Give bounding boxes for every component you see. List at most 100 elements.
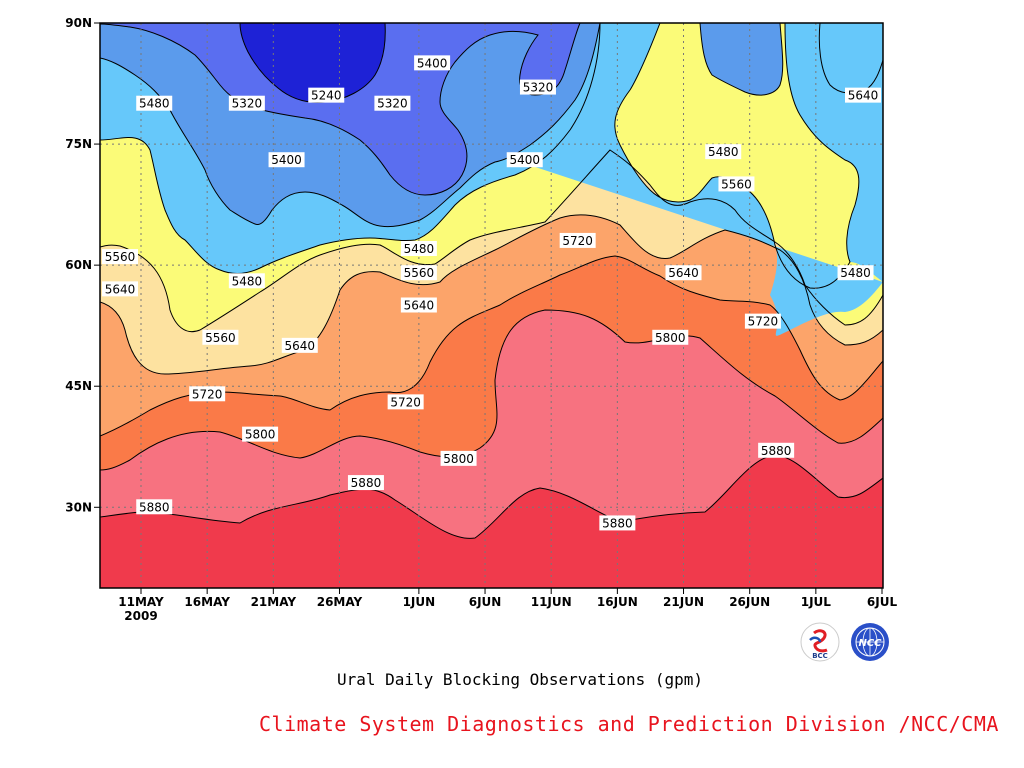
contour-label: 5480 (705, 144, 742, 160)
x-year-label: 2009 (124, 609, 157, 623)
contour-label-text: 5880 (351, 476, 382, 490)
contour-label: 5800 (242, 426, 279, 442)
x-tick-label: 1JUL (801, 595, 832, 609)
contour-label-bg (347, 475, 384, 491)
contour-label-text: 5880 (761, 444, 792, 458)
contour-label-text: 5480 (232, 274, 263, 288)
contour-label-bg (519, 79, 556, 95)
contour-label: 5480 (400, 241, 437, 256)
contour-label-bg (242, 426, 279, 442)
band-lt5240 (240, 23, 386, 103)
contour-label: 5800 (652, 329, 689, 345)
contour-label-text: 5880 (602, 516, 633, 530)
contour-label-bg (102, 281, 138, 297)
contour-label: 5560 (102, 249, 138, 264)
contour-label: 5640 (102, 281, 138, 297)
x-tick-label: 11JUN (531, 595, 572, 609)
contour-label-bg (705, 144, 742, 160)
contour-label: 5720 (559, 232, 596, 248)
contour-label-bg (136, 499, 173, 515)
contour-label-text: 5480 (840, 266, 871, 280)
contour-label-bg (845, 87, 881, 103)
contour-label-bg (837, 265, 874, 281)
contour-label-text: 5240 (311, 89, 342, 103)
contour-label-text: 5560 (205, 331, 236, 345)
contour-label: 5880 (136, 499, 173, 515)
contour-label: 5400 (414, 55, 451, 71)
y-tick-label: 60N (65, 258, 92, 272)
contour-label-bg (400, 241, 437, 256)
contour-label-text: 5720 (192, 387, 223, 401)
contour-lines (100, 23, 883, 539)
contour-label-bg (228, 273, 265, 289)
contour-label: 5320 (374, 95, 411, 111)
contour-label-text: 5560 (404, 266, 435, 280)
x-tick-label: 21JUN (663, 595, 704, 609)
contour-label-bg (387, 394, 424, 410)
contour-label-text: 5640 (105, 282, 136, 296)
x-tick-label: 26MAY (317, 595, 363, 609)
contour-label-text: 5720 (562, 234, 593, 248)
x-tick-label: 16JUN (597, 595, 638, 609)
contour-label-bg (744, 313, 781, 329)
contour-label-text: 5800 (443, 452, 474, 466)
x-tick-label: 1JUN (403, 595, 436, 609)
contour-label-bg (758, 442, 795, 458)
contour-label: 5480 (136, 95, 173, 111)
contour-label-text: 5800 (655, 331, 686, 345)
contour-label: 5400 (268, 152, 305, 168)
x-tick-label: 6JUL (867, 595, 898, 609)
contour-label: 5640 (400, 297, 437, 313)
y-axis: 30N 45N 60N 75N 90N (65, 16, 100, 514)
contour-label: 5880 (347, 475, 384, 491)
contour-label: 5560 (400, 265, 437, 281)
contour-label-bg (102, 249, 138, 265)
contour-label-bg (281, 337, 318, 353)
contour-label-bg (189, 386, 226, 402)
contour-label-bg (400, 265, 437, 281)
y-tick-label: 30N (65, 500, 92, 514)
contour-label-text: 5480 (139, 97, 170, 111)
y-tick-label: 45N (65, 379, 92, 393)
contour-label-text: 5320 (377, 97, 408, 111)
contour-label: 5640 (845, 87, 881, 103)
contour-label-text: 5400 (509, 153, 540, 167)
x-tick-label: 26JUN (729, 595, 770, 609)
grid-lines (100, 23, 883, 588)
contour-label-text: 5640 (848, 89, 879, 103)
x-tick-label: 16MAY (184, 595, 230, 609)
x-tick-label: 6JUN (469, 595, 502, 609)
contour-label: 5320 (519, 79, 556, 95)
contour-label-text: 5800 (245, 428, 276, 442)
contour-label: 5560 (202, 329, 239, 345)
band-5320 (100, 23, 580, 195)
contour-label-bg (400, 297, 437, 313)
contour-label-text: 5480 (404, 242, 435, 256)
credit-line: Climate System Diagnostics and Predictio… (259, 712, 999, 736)
contour-label: 5880 (599, 515, 636, 531)
contour-label-bg (718, 176, 755, 192)
contour-fill-layer (100, 23, 883, 588)
contour-label-text: 5640 (404, 299, 435, 313)
contour-label-bg (414, 55, 451, 71)
x-tick-label: 21MAY (251, 595, 297, 609)
contour-label-text: 5880 (139, 500, 170, 514)
bcc-logo-icon: BCC (800, 622, 840, 662)
contour-label-bg (599, 515, 636, 531)
contour-label: 5320 (228, 95, 265, 111)
contour-label: 5560 (718, 176, 755, 192)
contour-label-bg (665, 265, 702, 281)
contour-label-bg (374, 95, 411, 111)
contour-labels: 5480 5320 5240 5320 5400 5320 5640 5400 5400 5480… (102, 55, 881, 531)
contour-label-text: 5640 (668, 266, 699, 280)
x-tick-label: 11MAY (118, 595, 164, 609)
contour-label-bg (308, 87, 345, 103)
contour-label-text: 5560 (721, 177, 752, 191)
plot-frame (99, 22, 884, 589)
contour-label-text: 5720 (390, 395, 421, 409)
contour-label-bg (652, 329, 689, 345)
contour-label-bg (559, 232, 596, 248)
contour-label-text: 5560 (105, 250, 136, 264)
contour-label-bg (228, 95, 265, 111)
